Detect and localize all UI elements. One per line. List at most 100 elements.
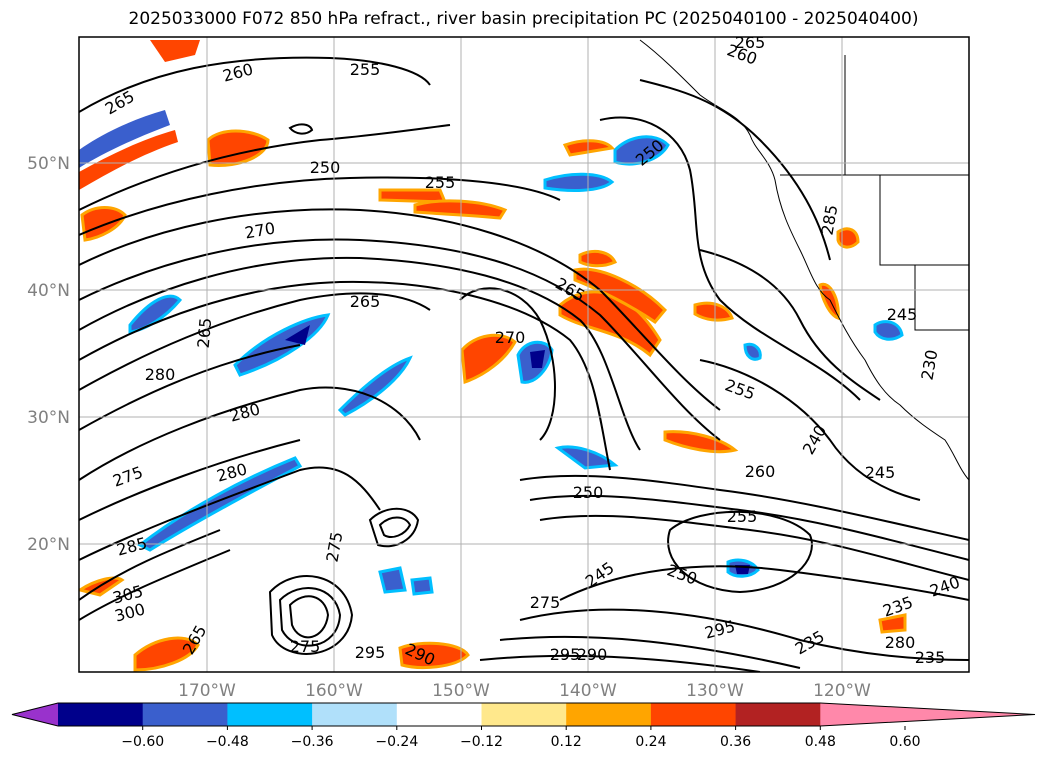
- colorbar-tick-label: −0.24: [375, 734, 418, 750]
- contour-value-label: 235: [915, 648, 946, 667]
- contour-value-label: 255: [727, 507, 758, 526]
- colorbar-segment: [566, 703, 652, 726]
- colorbar-tick-label: −0.36: [291, 734, 334, 750]
- contour-line: [459, 287, 556, 441]
- contour-value-label: 245: [865, 463, 896, 482]
- contour-line: [479, 654, 761, 672]
- positive-patch: [460, 333, 517, 385]
- colorbar-segment: [481, 703, 567, 726]
- contour-line: [519, 608, 969, 661]
- border-path: [879, 175, 969, 266]
- coastline: [639, 39, 969, 481]
- contour-value-label: 250: [310, 158, 341, 177]
- longitude-labels: 170°W 160°W 150°W 140°W 130°W 120°W: [178, 681, 871, 701]
- contour-line: [699, 359, 921, 501]
- colorbar-segment: [396, 703, 482, 726]
- lon-label-170w: 170°W: [178, 681, 236, 701]
- contour-value-label: 295: [355, 643, 386, 662]
- negative-patch: [554, 445, 619, 470]
- negative-patch: [873, 320, 904, 341]
- contour-line: [79, 176, 561, 236]
- negative-patch: [613, 135, 670, 166]
- colorbar-tick-label: −0.12: [460, 734, 503, 750]
- negative-patch: [743, 342, 762, 361]
- colorbar-segment: [735, 703, 821, 726]
- colorbar-segment: [227, 703, 313, 726]
- colorbar-extend-max: [820, 703, 1035, 726]
- contour-value-label: 280: [885, 633, 916, 652]
- contour-line: [79, 466, 381, 561]
- contour-line: [79, 529, 221, 601]
- positive-patch: [836, 227, 860, 249]
- positive-patch: [578, 250, 618, 268]
- negative-patch: [378, 566, 407, 594]
- negative-max-patch: [530, 350, 545, 368]
- positive-patch: [150, 40, 200, 62]
- contour-value-label: 290: [577, 645, 608, 664]
- negative-patch: [337, 355, 413, 417]
- contour-value-label: 275: [530, 593, 561, 612]
- contour-value-label: 280: [145, 365, 176, 384]
- lat-label-20n: 20°N: [27, 535, 70, 555]
- negative-patch: [543, 172, 615, 192]
- contour-line: [288, 595, 330, 639]
- negative-patch: [410, 576, 434, 596]
- lon-label-140w: 140°W: [559, 681, 617, 701]
- contour-line: [639, 79, 831, 261]
- contour-value-label: 265: [735, 33, 766, 52]
- contour-value-label: 260: [745, 462, 776, 481]
- contour-line: [79, 439, 301, 521]
- colorbar-extend-min: [12, 703, 58, 726]
- colorbar: −0.60 −0.48 −0.36 −0.24 −0.12 0.12 0.24 0.36 0.4…: [11, 702, 1036, 750]
- contour-line: [79, 208, 721, 411]
- positive-patch: [878, 613, 907, 634]
- lat-label-40n: 40°N: [27, 281, 70, 301]
- positive-patch: [818, 282, 840, 321]
- contour-line: [79, 386, 421, 481]
- contour-line: [79, 344, 301, 431]
- contour-line: [288, 123, 314, 135]
- colorbar-tick-label: 0.36: [720, 734, 751, 750]
- contour-line: [559, 565, 969, 601]
- colorbar-tick-label: 0.24: [635, 734, 666, 750]
- colorbar-tick-label: −0.48: [206, 734, 249, 750]
- map-title: 2025033000 F072 850 hPa refract., river …: [128, 9, 919, 29]
- precipitation-shading: [79, 40, 907, 672]
- contour-line: [79, 56, 431, 113]
- contour-line: [599, 116, 861, 401]
- lat-label-30n: 30°N: [27, 408, 70, 428]
- contour-line: [79, 280, 611, 471]
- contour-value-label: 270: [495, 328, 526, 347]
- colorbar-tick-label: 0.12: [551, 734, 582, 750]
- positive-patch: [79, 130, 178, 190]
- colorbar-tick-label: 0.60: [889, 734, 920, 750]
- lon-label-120w: 120°W: [813, 681, 871, 701]
- contour-value-label: 265: [350, 292, 381, 311]
- positive-patch: [693, 301, 734, 322]
- negative-patch: [79, 110, 170, 168]
- contour-line: [368, 507, 420, 548]
- positive-patch: [413, 199, 508, 220]
- coastline-path: [639, 39, 969, 481]
- border-path: [914, 265, 969, 331]
- contour-line: [79, 549, 231, 621]
- contour-line: [278, 587, 342, 647]
- colorbar-segment: [312, 703, 398, 726]
- contour-line: [667, 510, 813, 594]
- refractivity-contours: [79, 56, 969, 672]
- map-frame: [78, 36, 970, 673]
- gridlines: [79, 37, 969, 672]
- contour-value-label: 255: [350, 60, 381, 79]
- contour-value-label: 255: [425, 173, 456, 192]
- positive-patch: [79, 576, 125, 597]
- contour-value-label: 250: [573, 483, 604, 502]
- colorbar-segment: [58, 703, 144, 726]
- contour-line: [79, 238, 721, 441]
- latitude-labels: 50°N 40°N 30°N 20°N: [27, 154, 70, 555]
- positive-patch: [80, 206, 127, 242]
- colorbar-segment: [650, 703, 737, 726]
- positive-patch: [573, 267, 668, 325]
- contour-line: [79, 292, 431, 391]
- colorbar-segment: [142, 703, 228, 726]
